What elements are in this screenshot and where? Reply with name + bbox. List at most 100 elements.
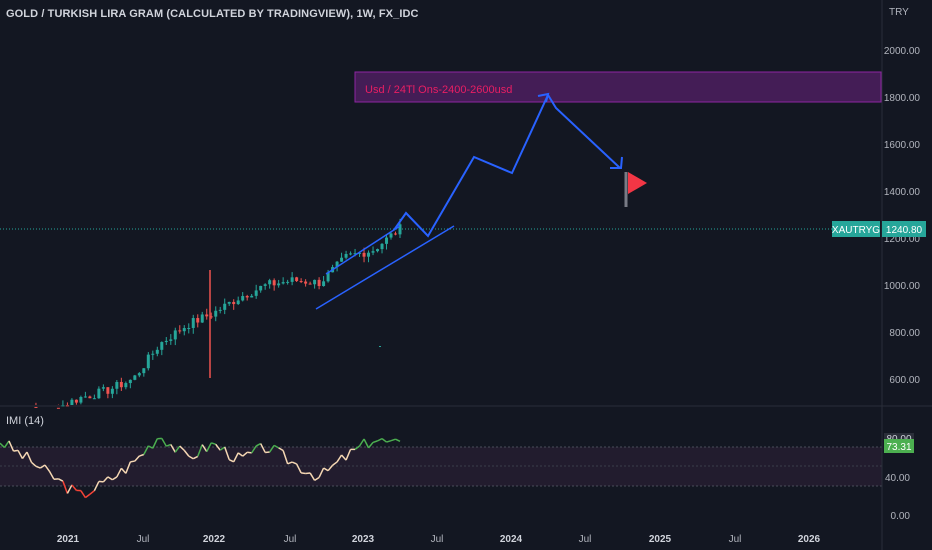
imi-line-segment	[139, 453, 145, 457]
imi-line-segment	[197, 444, 203, 457]
candle-body	[88, 396, 92, 399]
candle-body	[313, 279, 317, 285]
imi-line-segment	[134, 455, 140, 462]
candle-body	[101, 387, 105, 389]
candle-body	[376, 249, 380, 252]
imi-line-segment	[332, 461, 338, 466]
imi-line-segment	[295, 463, 302, 474]
price-axis[interactable]: 2000.00 1800.00 1600.00 1400.00 1200.00 1000.…	[884, 46, 921, 386]
imi-line-segment	[354, 445, 361, 451]
imi-line-segment	[166, 443, 172, 447]
imi-line-segment	[44, 464, 51, 472]
candle-body	[56, 407, 60, 409]
candle-body	[245, 296, 249, 298]
price-tick-label: 1000.00	[884, 281, 921, 292]
candle-body	[308, 283, 312, 285]
imi-line-segment	[21, 451, 28, 460]
imi-line-segment	[278, 447, 284, 452]
candle-body	[371, 251, 375, 253]
time-tick-label: Jul	[729, 534, 742, 545]
stray-mark	[379, 346, 381, 347]
time-axis[interactable]: 2021 Jul 2022 Jul 2023 Jul 2024 Jul 2025 Jul 2026	[57, 534, 821, 545]
imi-line-segment	[30, 461, 37, 467]
candle-body	[106, 387, 110, 394]
candle-body	[209, 316, 213, 318]
candle-body	[133, 375, 137, 380]
candle-body	[83, 396, 87, 398]
imi-line-segment	[107, 476, 113, 481]
imi-line-segment	[174, 445, 181, 453]
price-tick-label: 600.00	[889, 375, 920, 386]
imi-line-segment	[224, 446, 230, 460]
candle-body	[169, 339, 173, 341]
target-zone-box[interactable]	[354, 71, 882, 103]
price-tick-label: 800.00	[889, 328, 920, 339]
projection-path[interactable]	[393, 92, 621, 238]
candle-body	[389, 233, 393, 238]
arrow-head-bottom	[610, 156, 623, 169]
imi-line-segment	[130, 460, 135, 463]
imi-line-segment	[48, 470, 55, 480]
flag-icon[interactable]	[628, 172, 647, 194]
candlestick-series	[34, 218, 402, 409]
candle-body	[205, 314, 209, 317]
indicator-title[interactable]: IMI (14)	[6, 415, 44, 427]
price-tick-label: 1400.00	[884, 187, 921, 198]
candle-body	[385, 237, 389, 244]
channel-upper-line[interactable]	[325, 225, 401, 275]
imi-axis[interactable]: 40.00 0.00	[885, 473, 910, 522]
candle-body	[254, 290, 258, 296]
candle-body	[263, 284, 267, 286]
imi-line-segment	[345, 449, 352, 461]
imi-line-segment	[273, 444, 280, 449]
imi-line-segment	[120, 467, 127, 474]
channel-lower-line[interactable]	[315, 225, 455, 310]
imi-line-segment	[84, 493, 91, 499]
candle-body	[380, 243, 384, 250]
price-tick-label: 1600.00	[884, 140, 921, 151]
candle-body	[281, 282, 285, 284]
imi-line-segment	[386, 439, 392, 443]
imi-line-segment	[188, 455, 194, 460]
imi-line-segment	[336, 454, 343, 463]
imi-line-segment	[314, 476, 320, 482]
candle-body	[277, 283, 281, 286]
imi-line-segment	[367, 441, 374, 449]
imi-line-segment	[381, 438, 387, 443]
candle-body	[65, 405, 69, 407]
time-tick-label: 2022	[203, 534, 226, 545]
candle-body	[344, 253, 348, 258]
candle-body	[272, 280, 276, 286]
candle-body	[155, 349, 159, 354]
candle-body	[214, 310, 218, 317]
imi-line-segment	[26, 451, 33, 463]
imi-line-segment	[170, 444, 176, 453]
imi-line-segment	[143, 445, 149, 455]
candle-body	[232, 301, 236, 305]
currency-label: TRY	[889, 7, 909, 18]
candle-body	[367, 252, 371, 257]
candle-body	[137, 373, 141, 376]
candle-body	[398, 224, 402, 235]
candle-body	[340, 257, 344, 262]
candle-body	[178, 330, 182, 332]
time-tick-label: 2021	[57, 534, 80, 545]
time-tick-label: Jul	[579, 534, 592, 545]
imi-line-segment	[237, 452, 244, 457]
imi-line-segment	[161, 437, 167, 447]
imi-line-segment	[219, 446, 226, 451]
imi-tick-label: 40.00	[885, 473, 910, 484]
imi-line-segment	[305, 472, 311, 475]
candle-body	[295, 277, 299, 282]
candle-body	[110, 388, 114, 394]
price-tick-label: 1800.00	[884, 93, 921, 104]
candle-body	[173, 330, 177, 340]
candle-body	[196, 318, 200, 323]
imi-line-segment	[358, 438, 365, 447]
imi-line-segment	[183, 449, 190, 457]
candle-body	[151, 353, 155, 355]
imi-line-segment	[372, 440, 378, 444]
candle-body	[79, 396, 83, 403]
imi-line-segment	[242, 451, 248, 457]
